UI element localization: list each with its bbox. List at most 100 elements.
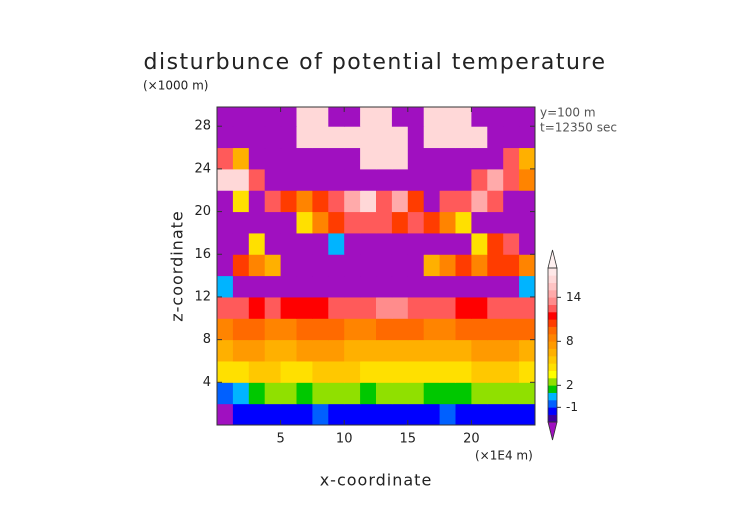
heat-cell	[328, 107, 345, 127]
colorbar-band	[548, 348, 557, 357]
heat-cell	[455, 382, 472, 405]
heat-cell	[487, 382, 504, 405]
colorbar-band	[548, 334, 557, 342]
heat-cell	[312, 147, 329, 170]
heat-cell	[471, 403, 488, 426]
heat-cell	[264, 318, 282, 341]
heat-cell	[376, 190, 393, 213]
heat-cell	[217, 318, 234, 341]
colorbar-tick-label: 14	[566, 290, 581, 304]
heat-cell	[487, 232, 504, 255]
colorbar-band	[548, 297, 557, 305]
heat-cell	[391, 360, 409, 383]
heat-cell	[471, 275, 488, 298]
annotation: y=100 m	[540, 106, 596, 120]
chart-title: disturbunce of potential temperature	[144, 50, 607, 75]
heat-cell	[455, 107, 472, 127]
heat-cell	[487, 126, 504, 149]
heat-cell	[487, 318, 504, 341]
heat-cell	[376, 168, 393, 191]
heat-cell	[439, 168, 456, 191]
heat-cell	[232, 254, 250, 277]
heat-cell	[264, 403, 282, 426]
heat-cell	[264, 190, 282, 213]
heat-cell	[360, 275, 377, 298]
heat-cell	[423, 296, 441, 319]
heat-cell	[344, 126, 361, 149]
heat-cell	[344, 107, 361, 127]
heat-cell	[296, 275, 313, 298]
heat-cell	[328, 190, 345, 213]
heat-cell	[280, 339, 297, 362]
heat-cell	[328, 211, 345, 234]
colorbar-band	[548, 341, 557, 349]
heat-cell	[248, 190, 266, 213]
colorbar-band	[548, 312, 557, 320]
heat-cell	[280, 275, 297, 298]
heat-cell	[407, 296, 425, 319]
heat-cell	[296, 296, 313, 319]
heat-cell	[296, 318, 313, 341]
heat-cell	[312, 275, 329, 298]
heat-cell	[360, 190, 377, 213]
heat-cell	[232, 107, 250, 127]
heat-cell	[503, 147, 520, 170]
heat-cell	[503, 382, 520, 405]
colorbar-band	[548, 268, 557, 276]
heat-cell	[376, 296, 393, 319]
heat-cell	[471, 232, 488, 255]
heat-cell	[232, 360, 250, 383]
heat-cell	[232, 168, 250, 191]
heat-cell	[391, 147, 409, 170]
heat-cell	[376, 318, 393, 341]
heat-cell	[407, 211, 425, 234]
colorbar-band	[548, 370, 557, 379]
heat-cell	[455, 296, 472, 319]
plot-frame	[216, 106, 536, 426]
heat-cell	[487, 403, 504, 426]
heat-cell	[503, 275, 520, 298]
heat-cell	[280, 254, 297, 277]
heat-cell	[376, 382, 393, 405]
heat-cell	[407, 168, 425, 191]
heat-cell	[376, 403, 393, 426]
y-tick-label: 20	[194, 204, 211, 219]
heat-cell	[503, 126, 520, 149]
heat-cell	[328, 360, 345, 383]
heat-cell	[280, 147, 297, 170]
heat-cell	[296, 126, 313, 149]
heat-cell	[439, 382, 456, 405]
heat-cell	[232, 296, 250, 319]
heat-cell	[360, 147, 377, 170]
heat-cell	[217, 168, 234, 191]
heat-cell	[328, 147, 345, 170]
heat-cell	[439, 318, 456, 341]
heat-cell	[264, 360, 282, 383]
heat-cell	[455, 190, 472, 213]
heat-cell	[455, 254, 472, 277]
x-tick-label: 5	[276, 432, 284, 447]
heat-cell	[439, 190, 456, 213]
heat-cell	[344, 254, 361, 277]
heat-cell	[407, 232, 425, 255]
heat-cell	[391, 318, 409, 341]
heat-cell	[455, 360, 472, 383]
heat-cell	[471, 168, 488, 191]
heat-cell	[360, 107, 377, 127]
heat-cell	[312, 296, 329, 319]
heat-cell	[217, 232, 234, 255]
heat-cell	[439, 107, 456, 127]
heat-cell	[328, 232, 345, 255]
heat-cell	[376, 211, 393, 234]
colorbar-band	[548, 392, 557, 401]
heat-cell	[328, 318, 345, 341]
heat-cell	[519, 190, 536, 213]
heat-cell	[471, 254, 488, 277]
heat-cell	[439, 275, 456, 298]
heat-cell	[328, 382, 345, 405]
heat-cell	[391, 339, 409, 362]
heat-cell	[391, 275, 409, 298]
heat-cell	[519, 168, 536, 191]
heat-cell	[439, 360, 456, 383]
